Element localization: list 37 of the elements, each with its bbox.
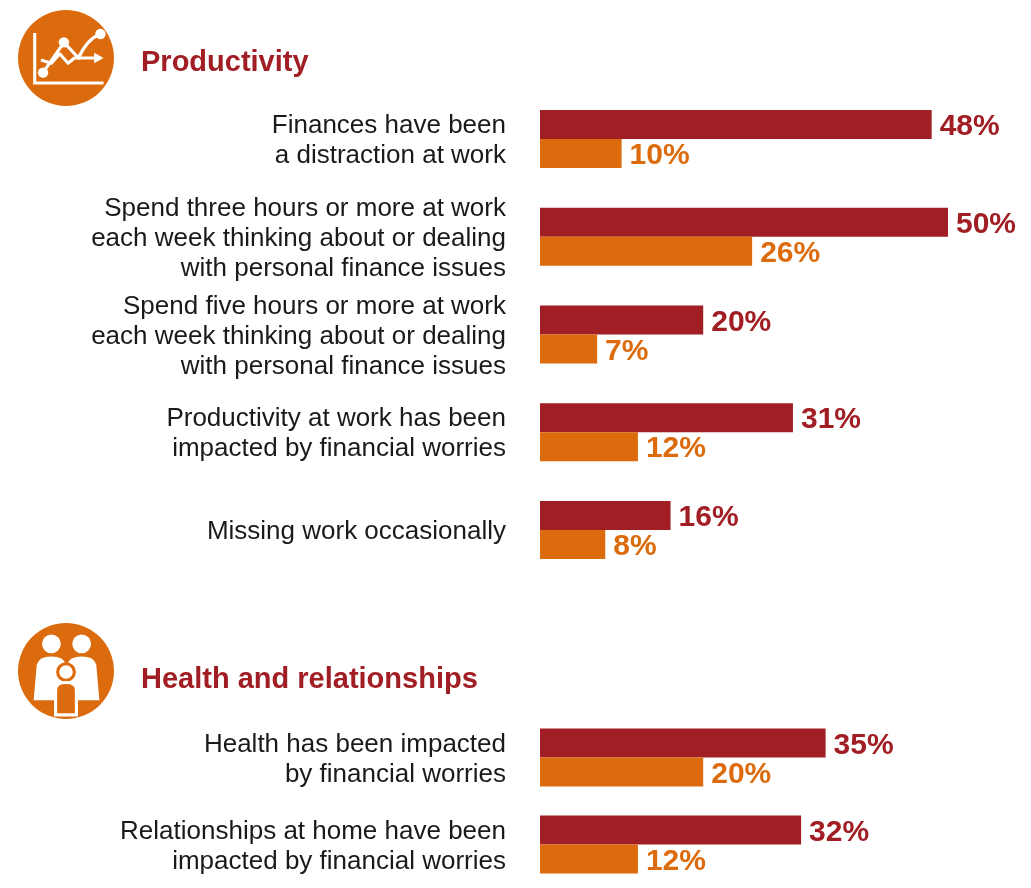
data-label: 20% <box>711 755 772 789</box>
data-label: 26% <box>760 234 821 268</box>
y-tick-label: Productivity at work has been impacted by financial worries <box>166 402 506 463</box>
bar <box>540 236 753 266</box>
bar <box>540 432 638 462</box>
data-label: 16% <box>678 499 739 533</box>
data-label: 32% <box>809 813 870 847</box>
y-tick-label: Health has been impacted by financial worries <box>203 727 506 788</box>
y-tick-label: Finances have been a distraction at work <box>271 108 507 169</box>
text: Productivity <box>141 44 309 77</box>
data-label: 48% <box>939 107 1000 141</box>
data-label: 12% <box>645 842 706 876</box>
bar <box>540 138 622 168</box>
bar <box>540 728 826 758</box>
data-label: 12% <box>645 430 706 464</box>
data-label: 20% <box>711 303 772 337</box>
bar <box>540 403 793 433</box>
bar <box>540 530 606 560</box>
y-tick-label: Spend three hours or more at work each week thinking about or dealing with personal finance issues <box>91 191 507 282</box>
y-tick-label: Relationships at home have been impacted by financial worries <box>120 814 506 875</box>
bar <box>540 501 671 531</box>
data-label: 35% <box>833 726 894 760</box>
data-label: 8% <box>613 528 657 562</box>
bar <box>540 757 704 787</box>
y-tick-label: Spend five hours or more at work each week thinking about or dealing with personal finance issues <box>91 289 507 380</box>
bar <box>540 109 932 139</box>
data-label: 50% <box>956 205 1017 239</box>
bar <box>540 815 802 845</box>
y-tick-label: Missing work occasionally <box>206 515 506 546</box>
chart-title: Health and relationships <box>141 661 478 694</box>
bar <box>540 844 638 874</box>
bar <box>540 207 948 237</box>
data-label: 10% <box>629 136 690 170</box>
data-label: 7% <box>605 332 649 366</box>
data-label: 31% <box>800 401 862 435</box>
bar <box>540 305 704 335</box>
bar <box>540 334 598 364</box>
